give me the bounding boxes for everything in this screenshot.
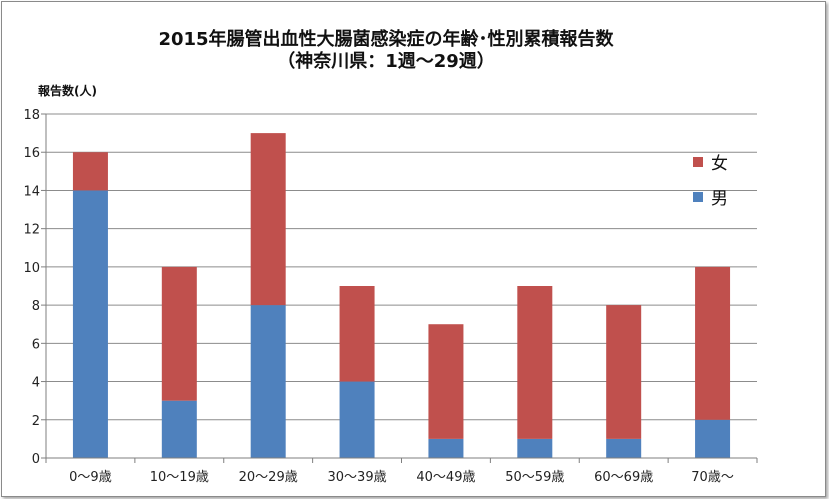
bar-segment: [517, 286, 553, 439]
bar-segment: [606, 305, 642, 439]
bar-segment: [428, 324, 464, 439]
y-tick-label: 14: [23, 184, 40, 199]
y-tick-labels: 0 2 4 6 8 10 12 14 16 18: [23, 108, 40, 467]
bar-segment: [606, 438, 642, 458]
gridlines: [46, 113, 757, 421]
x-tick-labels: 0～9歳 10～19歳 20～29歳 30～39歳 40～49歳 50～59歳 60～69歳…: [69, 470, 734, 485]
bar-segment: [428, 438, 464, 458]
axes: [41, 113, 758, 463]
bar-segment: [339, 286, 375, 382]
legend-swatch: [693, 157, 703, 167]
x-tick-label: 30～39歳: [328, 470, 387, 485]
y-tick-label: 18: [23, 108, 40, 123]
bars: [72, 133, 731, 458]
y-tick-label: 2: [32, 414, 40, 429]
y-tick-label: 8: [32, 299, 40, 314]
y-tick-label: 4: [32, 376, 40, 391]
y-tick-label: 10: [23, 261, 40, 276]
bar-segment: [250, 305, 286, 458]
bar-segment: [72, 152, 108, 191]
chart-title: 2015年腸管出血性大腸菌感染症の年齢･性別累積報告数: [158, 28, 614, 50]
chart-subtitle: （神奈川県：1週～29週）: [277, 50, 495, 72]
bar-segment: [517, 438, 553, 458]
bar-segment: [72, 190, 108, 458]
bar-segment: [339, 381, 375, 458]
x-tick-label: 40～49歳: [416, 470, 475, 485]
x-tick-label: 10～19歳: [150, 470, 209, 485]
bar-segment: [161, 266, 197, 401]
x-tick-label: 70歳～: [691, 470, 734, 485]
y-tick-label: 12: [23, 223, 40, 238]
x-tick-label: 20～29歳: [239, 470, 298, 485]
bar-segment: [695, 266, 731, 420]
y-tick-label: 6: [32, 337, 40, 352]
legend-swatch: [693, 192, 703, 202]
y-axis-label: 報告数(人): [38, 83, 97, 98]
legend-label: 男: [711, 189, 728, 209]
bar-segment: [161, 400, 197, 458]
legend: 女男: [693, 154, 728, 209]
x-tick-label: 0～9歳: [69, 470, 112, 485]
x-tick-label: 50～59歳: [505, 470, 564, 485]
y-tick-label: 16: [23, 146, 40, 161]
y-tick-label: 0: [32, 452, 40, 467]
legend-label: 女: [711, 154, 728, 174]
bar-segment: [695, 419, 731, 458]
bar-segment: [250, 133, 286, 306]
x-tick-label: 60～69歳: [594, 470, 653, 485]
